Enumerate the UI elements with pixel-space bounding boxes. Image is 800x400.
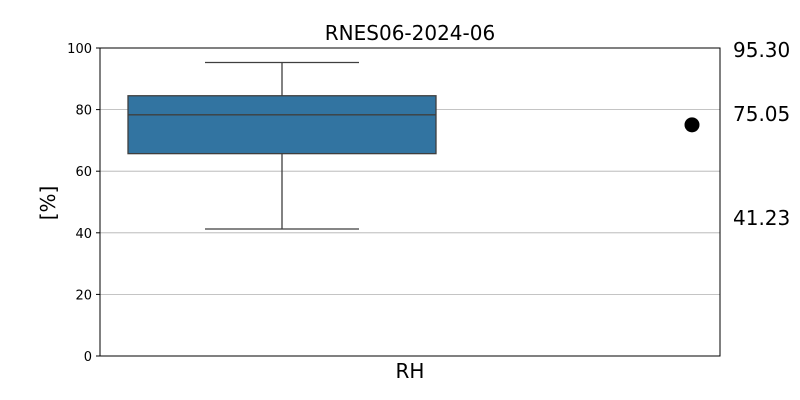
y-axis: 0 20 40 60 80 100 [67, 42, 100, 365]
y-tick-label: 80 [75, 104, 92, 119]
plot-frame [99, 47, 721, 357]
y-tick-label: 20 [75, 288, 92, 303]
side-value-labels: 95.30 75.05 41.23 [733, 38, 790, 230]
chart-title: RNES06-2024-06 [325, 21, 495, 45]
box-iqr [127, 95, 437, 155]
y-tick-label: 100 [67, 42, 92, 57]
y-axis-label: [%] [36, 186, 60, 221]
current-value-marker [684, 117, 700, 133]
y-tick-label: 60 [75, 165, 92, 180]
side-value-label: 95.30 [733, 38, 790, 62]
side-value-label: 75.05 [733, 102, 790, 126]
y-tick-label: 0 [84, 350, 92, 365]
side-value-label: 41.23 [733, 206, 790, 230]
plot-area [127, 61, 700, 230]
x-category-label: RH [396, 359, 425, 383]
y-tick-label: 40 [75, 227, 92, 242]
